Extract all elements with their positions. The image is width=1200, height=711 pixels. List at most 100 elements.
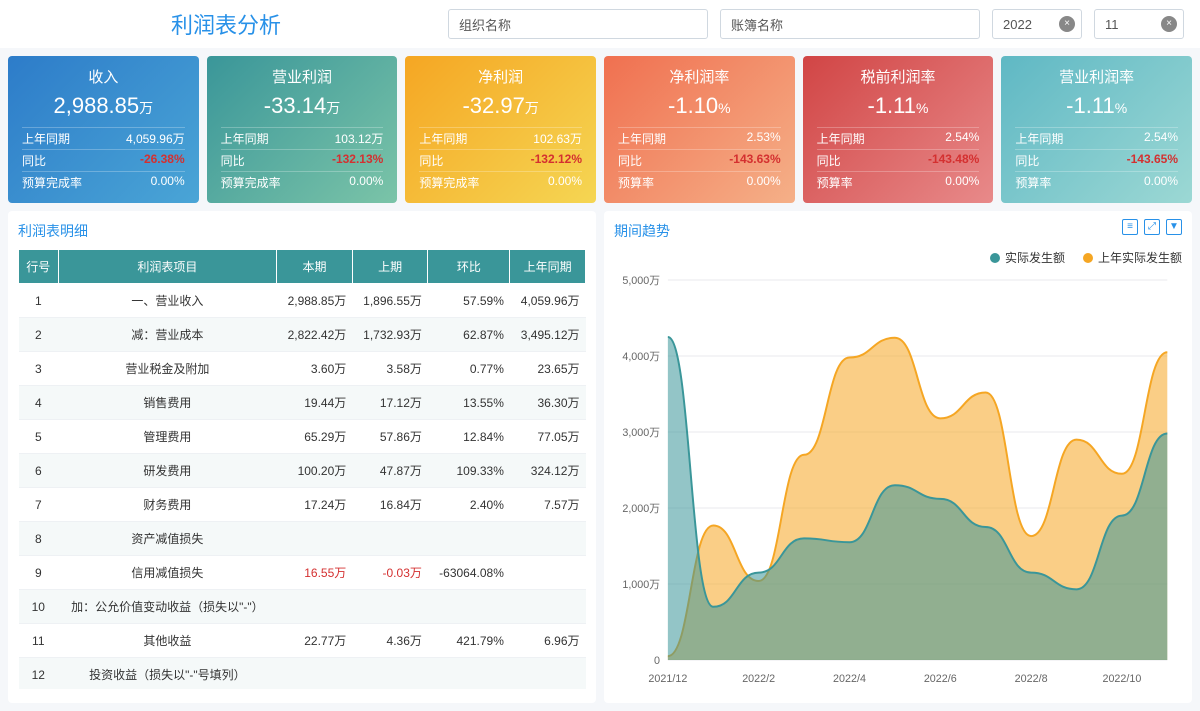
table-cell <box>428 590 510 624</box>
table-row[interactable]: 9信用减值损失16.55万-0.03万-63064.08% <box>19 556 586 590</box>
svg-text:5,000万: 5,000万 <box>622 275 660 287</box>
kpi-line: 预算率0.00% <box>618 171 781 193</box>
kpi-line-value: 2.54% <box>945 130 979 147</box>
table-cell: 23.65万 <box>510 352 586 386</box>
table-cell: 10 <box>19 590 59 624</box>
table-cell: 1,896.55万 <box>352 284 428 318</box>
kpi-line-label: 上年同期 <box>618 130 666 147</box>
table-cell: 65.29万 <box>277 420 353 454</box>
legend-item[interactable]: 实际发生额 <box>990 249 1065 266</box>
filter-icon[interactable]: ▼ <box>1166 219 1182 235</box>
table-cell: 22.77万 <box>277 624 353 658</box>
svg-text:1,000万: 1,000万 <box>622 579 660 591</box>
menu-icon[interactable]: ≡ <box>1122 219 1138 235</box>
kpi-line: 预算率0.00% <box>817 171 980 193</box>
table-cell: 3 <box>19 352 59 386</box>
table-row[interactable]: 11其他收益22.77万4.36万421.79%6.96万 <box>19 624 586 658</box>
table-header-row: 行号利润表项目本期上期环比上年同期 <box>19 250 586 284</box>
kpi-line-label: 上年同期 <box>22 130 70 147</box>
table-header-cell[interactable]: 上年同期 <box>510 250 586 284</box>
table-row[interactable]: 6研发费用100.20万47.87万109.33%324.12万 <box>19 454 586 488</box>
org-filter[interactable]: 组织名称 <box>448 9 708 39</box>
kpi-card-1[interactable]: 营业利润 -33.14万上年同期103.12万同比-132.13%预算完成率0.… <box>207 56 398 203</box>
svg-text:4,000万: 4,000万 <box>622 351 660 363</box>
table-cell: 6.96万 <box>510 624 586 658</box>
kpi-line-label: 预算完成率 <box>221 174 281 191</box>
kpi-line: 上年同期103.12万 <box>221 127 384 149</box>
table-row[interactable]: 1一、营业收入2,988.85万1,896.55万57.59%4,059.96万 <box>19 284 586 318</box>
svg-text:2,000万: 2,000万 <box>622 503 660 515</box>
table-cell: 2,822.42万 <box>277 318 353 352</box>
kpi-line-label: 预算率 <box>817 174 853 191</box>
kpi-value: -33.14万 <box>221 93 384 119</box>
year-filter[interactable]: 2022 × <box>992 9 1082 39</box>
clear-month-icon[interactable]: × <box>1161 16 1177 32</box>
table-row[interactable]: 2减：营业成本2,822.42万1,732.93万62.87%3,495.12万 <box>19 318 586 352</box>
table-cell <box>277 658 353 690</box>
year-value: 2022 <box>1003 17 1032 32</box>
kpi-card-0[interactable]: 收入 2,988.85万上年同期4,059.96万同比-26.38%预算完成率0… <box>8 56 199 203</box>
table-header-cell[interactable]: 环比 <box>428 250 510 284</box>
clear-year-icon[interactable]: × <box>1059 16 1075 32</box>
kpi-card-4[interactable]: 税前利润率 -1.11%上年同期2.54%同比-143.48%预算率0.00% <box>803 56 994 203</box>
table-cell: 13.55% <box>428 386 510 420</box>
table-header-cell[interactable]: 行号 <box>19 250 59 284</box>
table-cell: 7 <box>19 488 59 522</box>
table-cell: 47.87万 <box>352 454 428 488</box>
table-scroll[interactable]: 行号利润表项目本期上期环比上年同期 1一、营业收入2,988.85万1,896.… <box>18 249 586 689</box>
kpi-line-label: 预算完成率 <box>419 174 479 191</box>
table-cell: 投资收益（损失以"-"号填列） <box>58 658 277 690</box>
kpi-line: 预算率0.00% <box>1015 171 1178 193</box>
table-row[interactable]: 5管理费用65.29万57.86万12.84%77.05万 <box>19 420 586 454</box>
table-cell <box>277 522 353 556</box>
kpi-line-value: -143.63% <box>729 152 780 169</box>
table-cell <box>428 658 510 690</box>
table-cell: 8 <box>19 522 59 556</box>
kpi-line-value: -143.65% <box>1127 152 1178 169</box>
kpi-value: 2,988.85万 <box>22 93 185 119</box>
table-row[interactable]: 7财务费用17.24万16.84万2.40%7.57万 <box>19 488 586 522</box>
table-panel: 利润表明细 行号利润表项目本期上期环比上年同期 1一、营业收入2,988.85万… <box>8 211 596 703</box>
kpi-line: 同比-143.63% <box>618 149 781 171</box>
kpi-line: 预算完成率0.00% <box>22 171 185 193</box>
table-header-cell[interactable]: 本期 <box>277 250 353 284</box>
table-cell: 57.59% <box>428 284 510 318</box>
table-header-cell[interactable]: 上期 <box>352 250 428 284</box>
kpi-value: -1.11% <box>1015 93 1178 119</box>
kpi-title: 营业利润 <box>221 66 384 87</box>
kpi-line: 上年同期102.63万 <box>419 127 582 149</box>
kpi-card-2[interactable]: 净利润 -32.97万上年同期102.63万同比-132.12%预算完成率0.0… <box>405 56 596 203</box>
month-filter[interactable]: 11 × <box>1094 9 1184 39</box>
table-cell: 0.77% <box>428 352 510 386</box>
kpi-line-label: 同比 <box>1015 152 1039 169</box>
expand-icon[interactable]: ⤢ <box>1144 219 1160 235</box>
kpi-line: 预算完成率0.00% <box>419 171 582 193</box>
table-cell: 5 <box>19 420 59 454</box>
table-row[interactable]: 12投资收益（损失以"-"号填列） <box>19 658 586 690</box>
table-row[interactable]: 3营业税金及附加3.60万3.58万0.77%23.65万 <box>19 352 586 386</box>
org-filter-placeholder: 组织名称 <box>459 15 511 34</box>
legend-item[interactable]: 上年实际发生额 <box>1083 249 1182 266</box>
table-cell: 19.44万 <box>277 386 353 420</box>
book-filter[interactable]: 账簿名称 <box>720 9 980 39</box>
table-cell: 2 <box>19 318 59 352</box>
table-cell: 管理费用 <box>58 420 277 454</box>
kpi-line-label: 预算率 <box>1015 174 1051 191</box>
table-cell: 其他收益 <box>58 624 277 658</box>
table-cell: 6 <box>19 454 59 488</box>
table-cell: 3.58万 <box>352 352 428 386</box>
table-cell: 4.36万 <box>352 624 428 658</box>
kpi-card-5[interactable]: 营业利润率 -1.11%上年同期2.54%同比-143.65%预算率0.00% <box>1001 56 1192 203</box>
table-header-cell[interactable]: 利润表项目 <box>58 250 277 284</box>
table-cell: 9 <box>19 556 59 590</box>
kpi-line-label: 预算完成率 <box>22 174 82 191</box>
kpi-card-3[interactable]: 净利润率 -1.10%上年同期2.53%同比-143.63%预算率0.00% <box>604 56 795 203</box>
table-cell <box>428 522 510 556</box>
kpi-line-label: 上年同期 <box>419 130 467 147</box>
table-row[interactable]: 10加：公允价值变动收益（损失以"-"） <box>19 590 586 624</box>
kpi-line: 预算完成率0.00% <box>221 171 384 193</box>
table-cell <box>510 590 586 624</box>
table-row[interactable]: 8资产减值损失 <box>19 522 586 556</box>
table-row[interactable]: 4销售费用19.44万17.12万13.55%36.30万 <box>19 386 586 420</box>
table-panel-title: 利润表明细 <box>18 221 586 241</box>
